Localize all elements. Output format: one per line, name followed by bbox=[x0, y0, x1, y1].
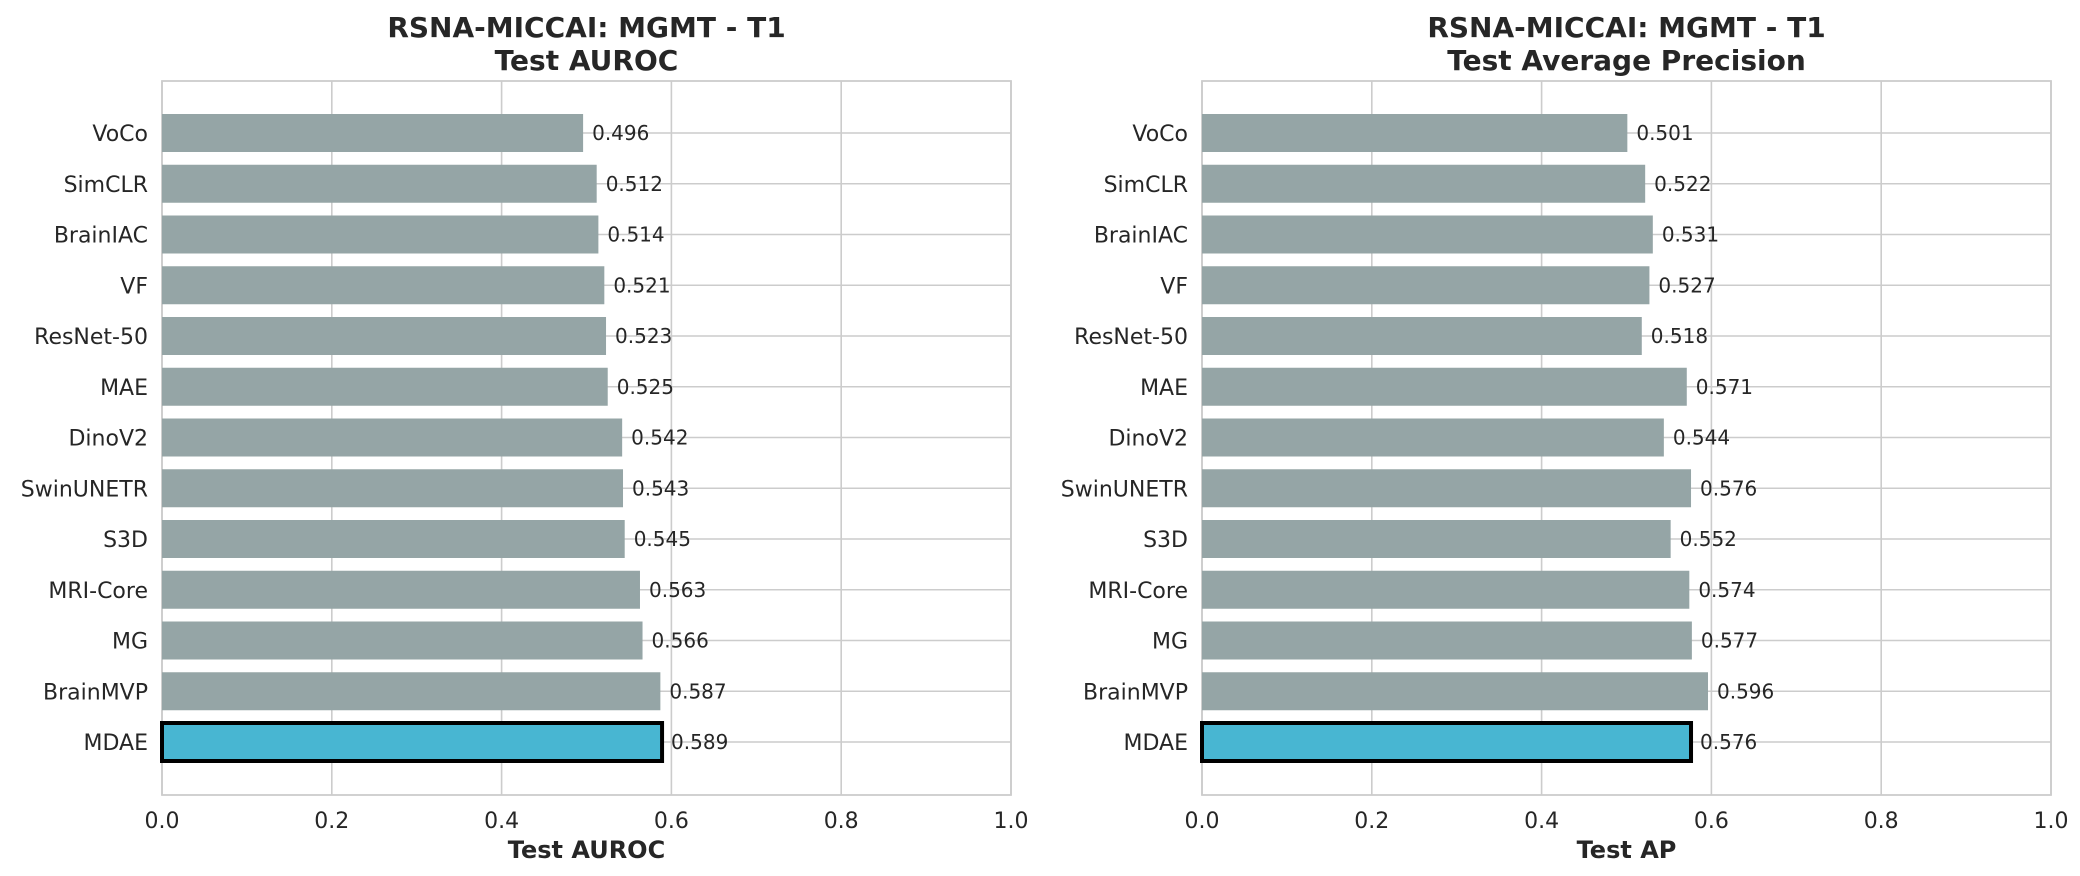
data-label: 0.544 bbox=[1673, 426, 1730, 450]
chart-subtitle: Test Average Precision bbox=[1447, 44, 1806, 77]
data-label: 0.589 bbox=[671, 730, 728, 754]
category-label: MG bbox=[112, 630, 148, 655]
bar bbox=[1202, 114, 1628, 152]
category-label: SimCLR bbox=[1104, 173, 1188, 198]
data-label: 0.576 bbox=[1700, 730, 1757, 754]
category-label: BrainMVP bbox=[1083, 680, 1188, 705]
chart-title: RSNA-MICCAI: MGMT - T1 bbox=[387, 11, 785, 44]
bar-highlight bbox=[160, 721, 665, 763]
category-label: VF bbox=[1160, 274, 1188, 299]
bar bbox=[162, 672, 661, 711]
category-label: MRI-Core bbox=[1088, 579, 1188, 604]
bar bbox=[162, 469, 624, 508]
bar bbox=[162, 570, 640, 609]
data-label: 0.496 bbox=[592, 121, 649, 145]
data-label: 0.518 bbox=[1651, 324, 1708, 348]
data-label: 0.563 bbox=[649, 578, 706, 602]
category-label: DinoV2 bbox=[68, 427, 148, 452]
bar bbox=[162, 418, 623, 457]
bar bbox=[162, 520, 625, 558]
bar bbox=[162, 164, 597, 203]
category-label: MDAE bbox=[84, 731, 149, 756]
category-label: MAE bbox=[1140, 376, 1188, 401]
data-label: 0.571 bbox=[1696, 375, 1753, 399]
x-tick-label: 1.0 bbox=[994, 809, 1029, 834]
bar bbox=[1202, 418, 1664, 457]
x-tick-label: 0.6 bbox=[1694, 809, 1729, 834]
x-tick-label: 0.4 bbox=[484, 809, 519, 834]
bar bbox=[1202, 469, 1692, 508]
bar bbox=[162, 215, 599, 254]
x-axis-label: Test AUROC bbox=[508, 836, 665, 864]
data-label: 0.512 bbox=[606, 172, 663, 196]
data-label: 0.543 bbox=[632, 476, 689, 500]
data-label: 0.531 bbox=[1662, 223, 1719, 247]
bar bbox=[162, 367, 608, 406]
data-label: 0.576 bbox=[1700, 476, 1757, 500]
category-label: VoCo bbox=[92, 122, 148, 147]
data-label: 0.566 bbox=[652, 629, 709, 653]
x-tick-label: 0.2 bbox=[314, 809, 349, 834]
category-label: S3D bbox=[103, 528, 148, 553]
category-label: SwinUNETR bbox=[21, 477, 148, 502]
category-label: VF bbox=[120, 274, 148, 299]
data-label: 0.522 bbox=[1654, 172, 1711, 196]
data-label: 0.521 bbox=[613, 273, 670, 297]
x-tick-label: 1.0 bbox=[2034, 809, 2069, 834]
bar bbox=[162, 114, 584, 152]
category-label: MDAE bbox=[1124, 731, 1189, 756]
bar bbox=[1202, 520, 1671, 558]
bar bbox=[1202, 570, 1690, 609]
category-label: ResNet-50 bbox=[34, 325, 148, 350]
data-label: 0.542 bbox=[631, 426, 688, 450]
x-tick-label: 0.8 bbox=[1864, 809, 1899, 834]
chart-title: RSNA-MICCAI: MGMT - T1 bbox=[1427, 11, 1825, 44]
data-label: 0.587 bbox=[669, 679, 726, 703]
category-label: MAE bbox=[100, 376, 148, 401]
data-label: 0.514 bbox=[607, 223, 664, 247]
x-tick-label: 0.0 bbox=[1185, 809, 1220, 834]
category-label: SimCLR bbox=[64, 173, 148, 198]
category-label: ResNet-50 bbox=[1074, 325, 1188, 350]
bar bbox=[1202, 672, 1709, 711]
category-label: MRI-Core bbox=[48, 579, 148, 604]
bar bbox=[1202, 621, 1692, 660]
x-tick-label: 0.6 bbox=[654, 809, 689, 834]
x-tick-label: 0.0 bbox=[145, 809, 180, 834]
chart-panel-2: 0.0 0.2 0.4 0.6 0.8 1.0 VoCo 0.501 SimCLR 0.522 Br… bbox=[1061, 11, 2069, 864]
x-tick-label: 0.4 bbox=[1524, 809, 1559, 834]
x-tick-label: 0.8 bbox=[824, 809, 859, 834]
category-label: S3D bbox=[1143, 528, 1188, 553]
x-axis-label: Test AP bbox=[1577, 836, 1677, 864]
bar bbox=[162, 317, 607, 355]
category-label: DinoV2 bbox=[1108, 427, 1188, 452]
chart-subtitle: Test AUROC bbox=[495, 44, 679, 77]
bar bbox=[162, 621, 643, 660]
bar-highlight bbox=[1200, 721, 1694, 763]
bar bbox=[1202, 367, 1687, 406]
bar bbox=[1202, 266, 1650, 305]
bar bbox=[162, 266, 605, 305]
category-label: BrainMVP bbox=[43, 680, 148, 705]
data-label: 0.523 bbox=[615, 324, 672, 348]
data-label: 0.552 bbox=[1680, 527, 1737, 551]
category-label: VoCo bbox=[1132, 122, 1188, 147]
data-label: 0.574 bbox=[1698, 578, 1755, 602]
category-label: SwinUNETR bbox=[1061, 477, 1188, 502]
category-label: BrainIAC bbox=[54, 224, 148, 249]
data-label: 0.527 bbox=[1658, 273, 1715, 297]
bar bbox=[1202, 215, 1653, 254]
x-tick-label: 0.2 bbox=[1354, 809, 1389, 834]
data-label: 0.545 bbox=[634, 527, 691, 551]
data-label: 0.577 bbox=[1701, 629, 1758, 653]
category-label: MG bbox=[1152, 630, 1188, 655]
chart-panel-1: 0.0 0.2 0.4 0.6 0.8 1.0 VoCo 0.496 SimCLR 0.512 Br… bbox=[21, 11, 1029, 864]
bar bbox=[1202, 164, 1646, 203]
bar bbox=[1202, 317, 1642, 355]
data-label: 0.596 bbox=[1717, 679, 1774, 703]
data-label: 0.525 bbox=[617, 375, 674, 399]
category-label: BrainIAC bbox=[1094, 224, 1188, 249]
data-label: 0.501 bbox=[1636, 121, 1693, 145]
